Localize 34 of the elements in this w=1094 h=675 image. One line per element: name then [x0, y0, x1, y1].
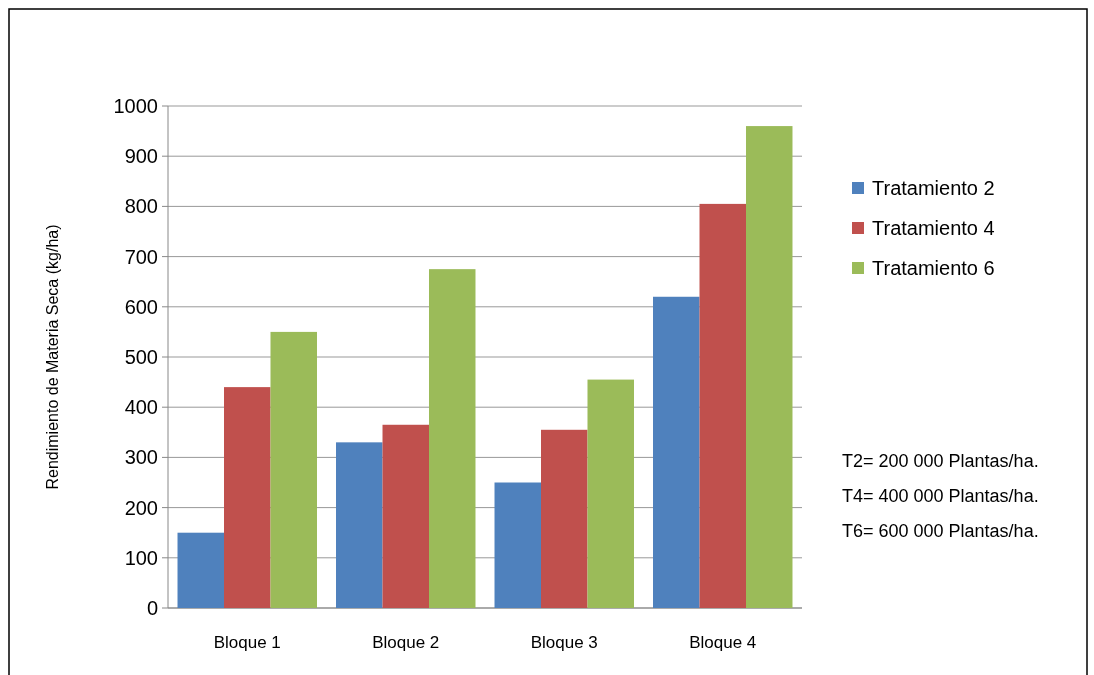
bar	[336, 442, 383, 608]
bar	[494, 482, 541, 608]
bar	[746, 126, 793, 608]
text: T6= 600 000 Plantas/ha.	[842, 521, 1039, 542]
y-tick-label: 900	[124, 145, 158, 168]
y-tick-label: 600	[124, 295, 158, 318]
y-tick-label: 700	[124, 245, 158, 268]
legend-label: Tratamiento 2	[872, 177, 995, 199]
bar	[177, 532, 224, 608]
text: T2= 200 000 Plantas/ha.	[842, 451, 1039, 472]
x-tick-label: Bloque 2	[372, 633, 440, 652]
x-tick-label: Bloque 4	[689, 633, 757, 652]
bar	[541, 429, 588, 608]
y-tick-label: 200	[124, 496, 158, 519]
bar	[587, 379, 634, 608]
bar	[429, 269, 476, 608]
y-axis-title: Rendimiento de Materia Seca (kg/ha)	[44, 224, 61, 490]
y-tick-label: 500	[124, 346, 158, 368]
bar	[653, 296, 700, 608]
y-tick-label: 100	[124, 546, 158, 569]
legend-label: Tratamiento 6	[872, 257, 995, 279]
y-tick-label: 300	[124, 446, 158, 469]
legend-label: Tratamiento 4	[872, 217, 995, 239]
bar	[699, 203, 746, 608]
bar	[224, 387, 271, 608]
x-tick-label: Bloque 3	[530, 633, 598, 652]
bar	[270, 331, 317, 608]
bar	[382, 424, 429, 608]
y-tick-label: 800	[124, 195, 158, 218]
text: T4= 400 000 Plantas/ha.	[842, 486, 1039, 507]
y-tick-label: 0	[146, 597, 158, 619]
x-tick-label: Bloque 1	[213, 633, 281, 652]
y-tick-label: 400	[124, 396, 158, 419]
y-tick-label: 1000	[113, 95, 158, 117]
